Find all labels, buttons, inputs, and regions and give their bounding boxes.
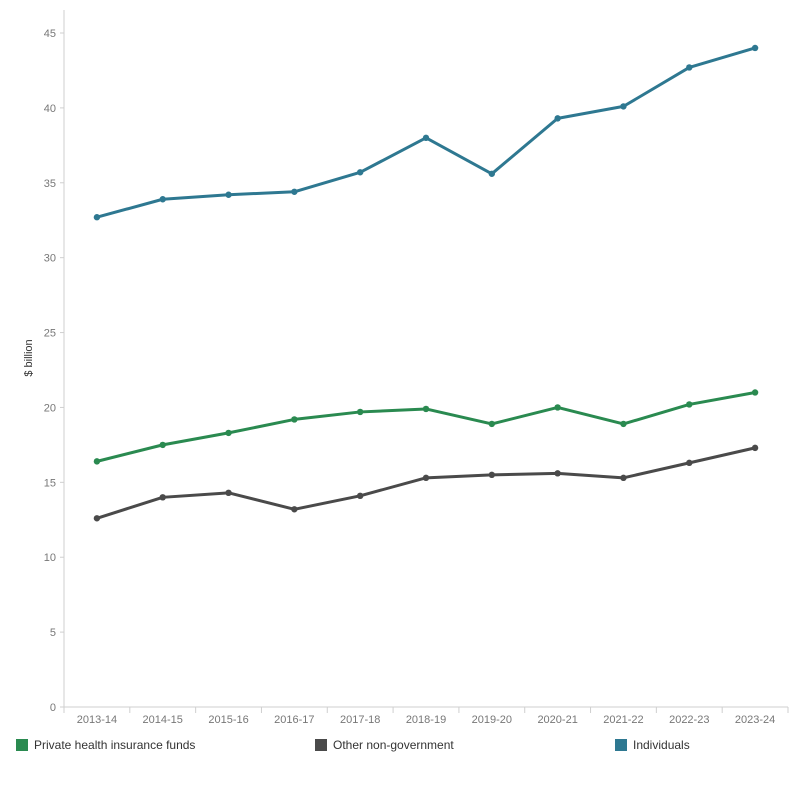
series-line — [95, 446, 757, 520]
data-point[interactable] — [554, 115, 561, 122]
x-tick-label: 2019-20 — [472, 714, 512, 726]
x-tick-label: 2021-22 — [603, 714, 643, 726]
data-point[interactable] — [554, 470, 561, 477]
y-tick-label: 30 — [44, 253, 56, 265]
y-tick-label: 5 — [50, 627, 56, 639]
data-point[interactable] — [422, 474, 430, 482]
data-point[interactable] — [356, 169, 364, 176]
data-point[interactable] — [93, 458, 101, 465]
series-line — [95, 390, 757, 463]
tick-labels: 0 5 10 15 20 25 30 35 40 45 2013-14 2014-15 2015-16 2… — [44, 28, 776, 726]
data-point[interactable] — [488, 170, 496, 177]
x-tick-label: 2016-17 — [274, 714, 314, 726]
legend-swatch — [615, 739, 627, 751]
data-point[interactable] — [751, 444, 759, 452]
legend-swatch — [315, 739, 327, 751]
data-point[interactable] — [291, 506, 298, 513]
data-point[interactable] — [93, 214, 101, 221]
data-point[interactable] — [159, 494, 166, 501]
y-tick-label: 10 — [44, 552, 56, 564]
y-tick-label: 25 — [44, 328, 56, 340]
legend-item-private-health-insurance-funds[interactable]: Private health insurance funds — [16, 738, 195, 752]
data-point[interactable] — [225, 489, 232, 497]
x-tick-label: 2013-14 — [77, 714, 117, 726]
series-individuals — [93, 44, 759, 221]
x-tick-label: 2015-16 — [208, 714, 248, 726]
data-point[interactable] — [422, 134, 430, 142]
legend-item-other-non-government[interactable]: Other non-government — [315, 738, 454, 752]
legend-label: Private health insurance funds — [34, 738, 196, 752]
x-tick-label: 2022-23 — [669, 714, 709, 726]
data-point[interactable] — [422, 405, 430, 413]
series-private-health-insurance-funds — [93, 389, 759, 465]
data-point[interactable] — [554, 404, 561, 411]
y-tick-label: 35 — [44, 178, 56, 190]
series-other-non-government — [93, 444, 759, 522]
data-point[interactable] — [620, 474, 627, 482]
data-point[interactable] — [686, 401, 693, 408]
series-lines — [93, 44, 759, 522]
data-point[interactable] — [686, 64, 693, 71]
y-tick-label: 45 — [44, 28, 56, 40]
data-point[interactable] — [488, 420, 496, 428]
legend-item-individuals[interactable]: Individuals — [615, 738, 690, 752]
data-point[interactable] — [488, 471, 496, 479]
data-point[interactable] — [159, 441, 166, 449]
y-tick-label: 0 — [50, 702, 56, 714]
x-tick-label: 2020-21 — [537, 714, 577, 726]
data-point[interactable] — [751, 389, 759, 396]
y-axis-label: $ billion — [23, 339, 35, 376]
legend-label: Individuals — [633, 738, 690, 752]
x-tick-label: 2023-24 — [735, 714, 775, 726]
data-point[interactable] — [159, 196, 166, 203]
legend-label: Other non-government — [333, 738, 454, 752]
data-point[interactable] — [751, 44, 759, 52]
data-point[interactable] — [291, 188, 298, 195]
data-point[interactable] — [356, 492, 364, 500]
data-point[interactable] — [225, 191, 232, 198]
axes — [60, 10, 789, 713]
data-point[interactable] — [686, 459, 693, 467]
data-point[interactable] — [356, 408, 364, 416]
x-tick-label: 2018-19 — [406, 714, 446, 726]
data-point[interactable] — [620, 420, 627, 428]
data-point[interactable] — [291, 416, 298, 423]
x-tick-label: 2014-15 — [143, 714, 183, 726]
legend: Private health insurance funds Other non… — [0, 738, 800, 758]
series-line — [95, 46, 757, 219]
data-point[interactable] — [93, 515, 101, 522]
x-tick-label: 2017-18 — [340, 714, 380, 726]
legend-swatch — [16, 739, 28, 751]
data-point[interactable] — [225, 429, 232, 437]
y-tick-label: 40 — [44, 103, 56, 115]
y-tick-label: 15 — [44, 477, 56, 489]
y-tick-label: 20 — [44, 402, 56, 414]
data-point[interactable] — [620, 103, 627, 110]
